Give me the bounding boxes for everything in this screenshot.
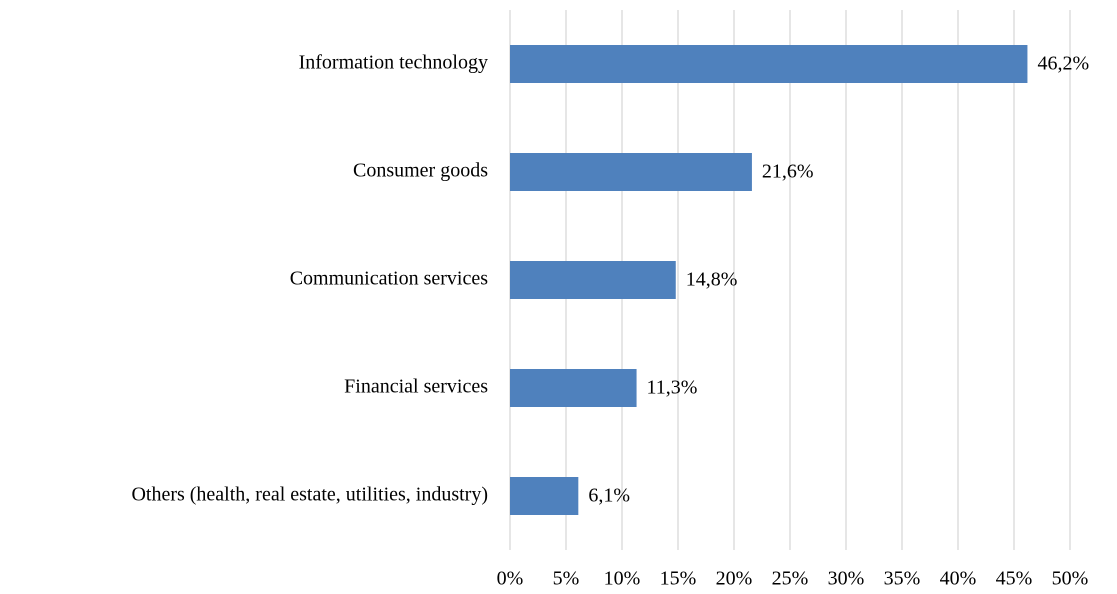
x-tick-label: 15% xyxy=(660,568,697,590)
x-tick-label: 40% xyxy=(940,568,977,590)
bar xyxy=(510,369,637,407)
category-label: Communication services xyxy=(290,268,489,290)
x-tick-label: 10% xyxy=(604,568,641,590)
category-label: Others (health, real estate, utilities, … xyxy=(131,484,488,506)
x-tick-label: 45% xyxy=(996,568,1033,590)
x-tick-label: 20% xyxy=(716,568,753,590)
bar xyxy=(510,153,752,191)
value-label: 21,6% xyxy=(762,161,814,183)
x-tick-label: 35% xyxy=(884,568,921,590)
category-label: Consumer goods xyxy=(353,160,488,182)
x-tick-label: 5% xyxy=(553,568,580,590)
value-label: 11,3% xyxy=(647,377,698,399)
x-tick-label: 0% xyxy=(497,568,524,590)
x-tick-label: 25% xyxy=(772,568,809,590)
bar xyxy=(510,45,1028,83)
value-label: 46,2% xyxy=(1037,53,1089,75)
x-tick-label: 50% xyxy=(1052,568,1089,590)
category-label: Financial services xyxy=(344,376,488,398)
x-tick-label: 30% xyxy=(828,568,865,590)
category-label: Information technology xyxy=(299,52,488,74)
bar xyxy=(510,477,579,515)
value-label: 14,8% xyxy=(686,269,738,291)
bar xyxy=(510,261,676,299)
value-label: 6,1% xyxy=(588,485,630,507)
